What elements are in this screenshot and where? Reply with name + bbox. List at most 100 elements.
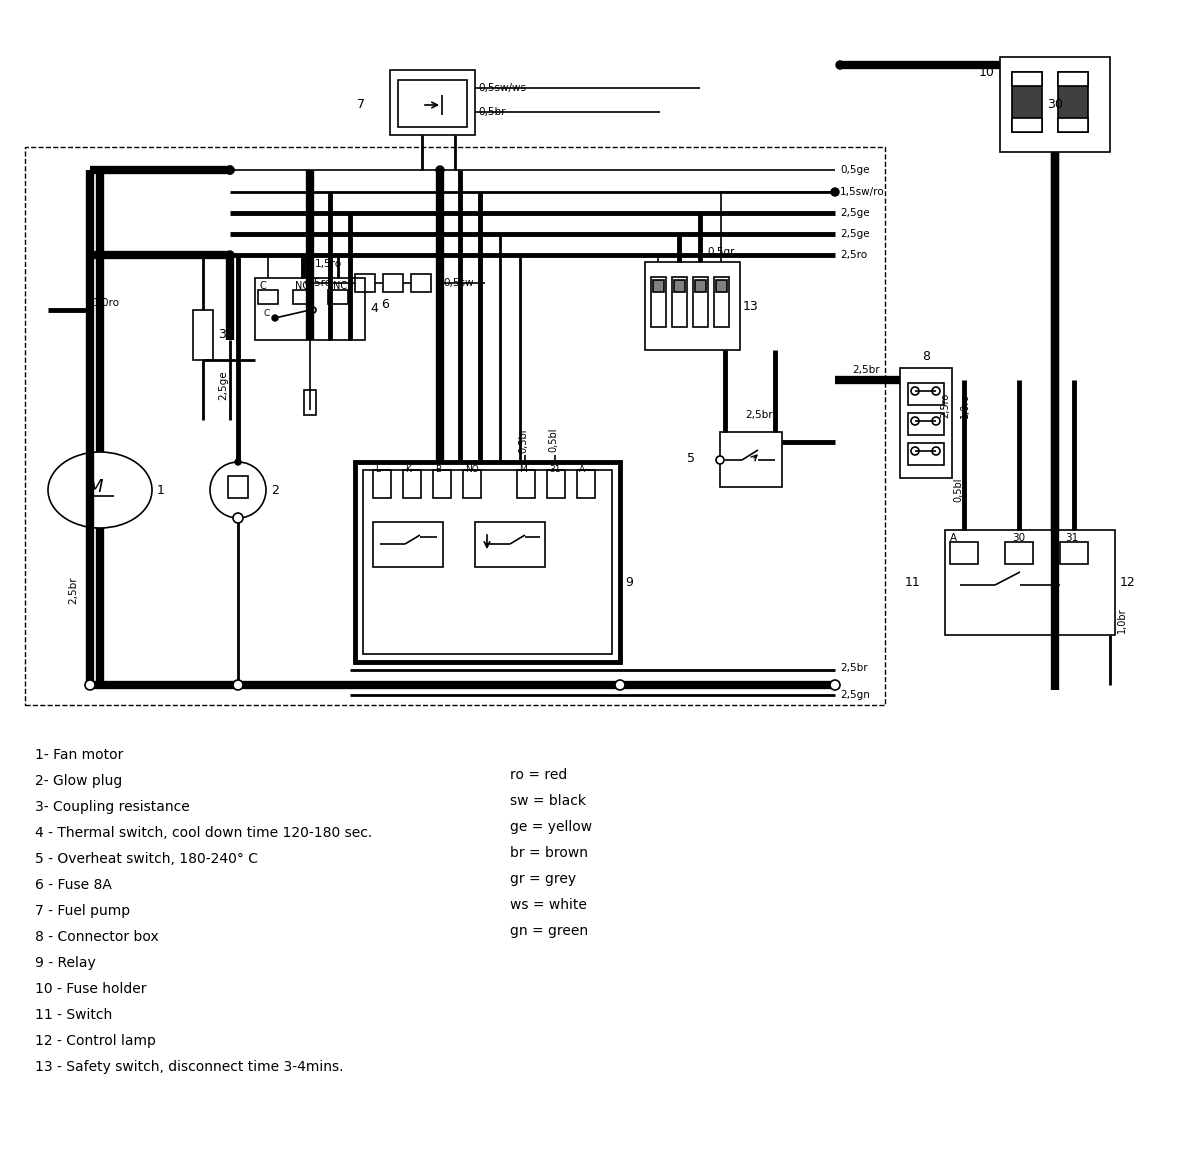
Bar [193, 311, 213, 361]
Circle shape [226, 166, 234, 174]
Text: gn = green: gn = green [510, 923, 588, 939]
Bar [1012, 72, 1043, 86]
Bar [1005, 542, 1033, 564]
Bar [577, 470, 595, 498]
Text: 0,5br: 0,5br [518, 427, 528, 452]
Text: 3: 3 [218, 328, 226, 342]
Text: 2: 2 [271, 484, 279, 497]
Bar [674, 280, 684, 292]
Bar [716, 280, 727, 292]
Text: 1,5ro: 1,5ro [305, 278, 332, 288]
Text: 1,0br: 1,0br [1117, 607, 1127, 633]
Bar [355, 274, 375, 292]
Text: 12: 12 [1120, 576, 1136, 588]
Text: sw = black: sw = black [510, 794, 585, 808]
Text: 0,5sw/ws: 0,5sw/ws [478, 83, 527, 93]
Text: 30: 30 [1012, 533, 1025, 543]
Text: 9: 9 [626, 576, 633, 588]
Bar [363, 470, 613, 654]
Circle shape [830, 680, 840, 690]
Bar [304, 390, 316, 415]
Text: 3- Coupling resistance: 3- Coupling resistance [35, 800, 190, 814]
Circle shape [233, 513, 243, 523]
Text: 8 - Connector box: 8 - Connector box [35, 930, 159, 944]
Bar [373, 522, 443, 568]
Bar [403, 470, 421, 498]
Text: NO: NO [294, 281, 310, 291]
Circle shape [830, 188, 839, 197]
Bar [547, 470, 565, 498]
Text: 9 - Relay: 9 - Relay [35, 956, 95, 970]
Bar [293, 290, 313, 304]
Text: A: A [580, 465, 585, 475]
Bar [908, 383, 944, 405]
Text: 2,5ro: 2,5ro [940, 392, 949, 418]
Text: L: L [375, 465, 380, 475]
Text: 7: 7 [357, 99, 365, 112]
Circle shape [85, 680, 95, 690]
Text: 8: 8 [922, 350, 929, 363]
Circle shape [716, 456, 724, 464]
Text: gr = grey: gr = grey [510, 872, 576, 886]
Text: C: C [260, 281, 266, 291]
Text: 31: 31 [549, 465, 561, 475]
Text: 0,5gr: 0,5gr [708, 247, 735, 257]
Bar [653, 280, 664, 292]
Text: 2,5ge: 2,5ge [218, 370, 229, 400]
Bar [949, 542, 978, 564]
Bar [390, 70, 475, 135]
Bar [1058, 72, 1088, 131]
Text: 0,5bl: 0,5bl [953, 478, 962, 502]
Bar [900, 368, 952, 478]
Text: br = brown: br = brown [510, 846, 588, 859]
Text: K: K [405, 465, 411, 475]
Text: 5 - Overheat switch, 180-240° C: 5 - Overheat switch, 180-240° C [35, 852, 258, 866]
Text: 1,0ro: 1,0ro [93, 298, 120, 308]
Bar [258, 290, 278, 304]
Bar [398, 80, 466, 127]
Bar [1058, 72, 1088, 86]
Text: 1,5sw/ro: 1,5sw/ro [840, 187, 885, 197]
Text: 12 - Control lamp: 12 - Control lamp [35, 1034, 155, 1048]
Bar [327, 290, 348, 304]
Circle shape [836, 60, 843, 69]
Bar [25, 147, 885, 705]
Text: 6 - Fuse 8A: 6 - Fuse 8A [35, 878, 112, 892]
Bar [693, 277, 708, 327]
Text: 7 - Fuel pump: 7 - Fuel pump [35, 904, 130, 918]
Text: 10: 10 [979, 65, 995, 78]
Text: 2,5ge: 2,5ge [840, 229, 869, 240]
Bar [475, 522, 545, 568]
Text: 1: 1 [157, 484, 165, 497]
Text: ge = yellow: ge = yellow [510, 820, 593, 834]
Text: 0,5bl: 0,5bl [548, 428, 558, 452]
Bar [720, 431, 782, 487]
Circle shape [615, 680, 626, 690]
Bar [651, 277, 666, 327]
Text: 0,5ge: 0,5ge [840, 165, 869, 174]
Circle shape [436, 166, 444, 174]
Bar [1058, 117, 1088, 131]
Text: 1,0ro: 1,0ro [960, 392, 969, 418]
Circle shape [272, 315, 278, 321]
Text: 0,5br: 0,5br [478, 107, 505, 117]
Bar [671, 277, 687, 327]
Bar [1012, 117, 1043, 131]
Text: ro = red: ro = red [510, 768, 568, 782]
Bar [945, 530, 1116, 635]
Bar [355, 462, 620, 662]
Text: A: A [949, 533, 957, 543]
Bar [229, 476, 249, 498]
Text: 13: 13 [743, 300, 759, 313]
Text: 30: 30 [1047, 99, 1063, 112]
Text: 2,5ro: 2,5ro [840, 250, 867, 261]
Bar [695, 280, 706, 292]
Text: ws = white: ws = white [510, 898, 587, 912]
Bar [1000, 57, 1110, 152]
Text: 2,5br: 2,5br [744, 411, 773, 420]
Bar [373, 470, 391, 498]
Bar [1060, 542, 1088, 564]
Text: C: C [263, 308, 270, 317]
Text: 2,5br: 2,5br [840, 663, 868, 673]
Text: B: B [435, 465, 441, 475]
